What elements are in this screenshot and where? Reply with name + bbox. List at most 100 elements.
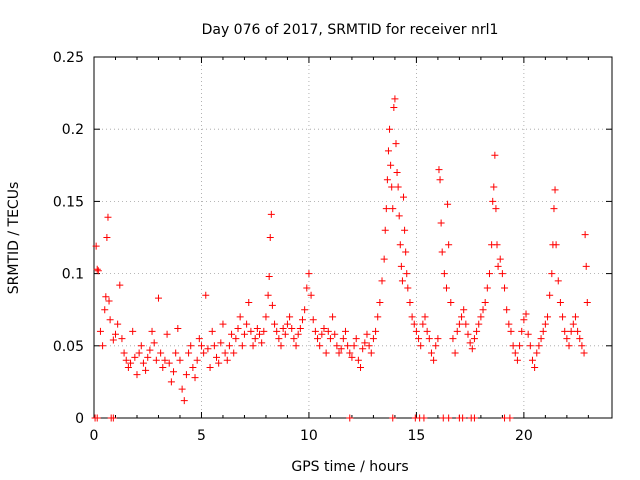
data-point xyxy=(437,219,445,227)
x-tick-label: 5 xyxy=(197,428,206,444)
data-point xyxy=(449,335,457,343)
data-point xyxy=(380,255,388,263)
y-axis-label: SRMTID / TECUs xyxy=(6,182,22,295)
data-point xyxy=(96,327,104,335)
data-point xyxy=(506,414,514,422)
data-point xyxy=(238,342,246,350)
data-point xyxy=(159,363,167,371)
data-point xyxy=(445,241,453,249)
data-point xyxy=(232,335,240,343)
data-point xyxy=(260,327,268,335)
data-point xyxy=(114,320,122,328)
data-point xyxy=(346,414,354,422)
data-point xyxy=(524,330,532,338)
data-point xyxy=(294,330,302,338)
data-point xyxy=(565,342,573,350)
data-point xyxy=(481,298,489,306)
data-point xyxy=(271,320,279,328)
data-point xyxy=(410,320,418,328)
data-point xyxy=(535,342,543,350)
data-point xyxy=(247,327,255,335)
data-point xyxy=(533,349,541,357)
data-point xyxy=(415,335,423,343)
data-point xyxy=(236,313,244,321)
y-tick-label: 0.2 xyxy=(62,122,84,138)
data-point xyxy=(372,327,380,335)
data-point xyxy=(369,335,377,343)
data-point xyxy=(102,293,110,301)
data-point xyxy=(384,147,392,155)
data-point xyxy=(581,231,589,239)
data-point xyxy=(137,342,145,350)
data-point xyxy=(507,327,515,335)
data-point xyxy=(93,265,101,273)
data-point xyxy=(286,313,294,321)
data-point xyxy=(491,151,499,159)
data-point xyxy=(468,345,476,353)
data-point xyxy=(546,291,554,299)
data-point xyxy=(172,349,180,357)
data-point xyxy=(101,306,109,314)
data-point xyxy=(288,324,296,332)
data-point xyxy=(539,327,547,335)
data-point xyxy=(146,346,154,354)
y-tick-label: 0.05 xyxy=(53,339,84,355)
data-point xyxy=(470,414,478,422)
data-point xyxy=(219,320,227,328)
data-point xyxy=(305,270,313,278)
data-point xyxy=(221,349,229,357)
data-point xyxy=(404,284,412,292)
data-point xyxy=(466,339,474,347)
data-point xyxy=(434,335,442,343)
data-point xyxy=(402,248,410,256)
data-point xyxy=(324,327,332,335)
data-point xyxy=(262,313,270,321)
x-axis-label: GPS time / hours xyxy=(291,459,408,475)
data-point xyxy=(191,374,199,382)
data-point xyxy=(477,313,485,321)
data-point xyxy=(275,335,283,343)
data-point xyxy=(387,161,395,169)
data-point xyxy=(178,385,186,393)
data-point xyxy=(420,414,428,422)
data-point xyxy=(408,313,416,321)
data-point xyxy=(161,356,169,364)
data-point xyxy=(352,335,360,343)
data-point xyxy=(208,327,216,335)
data-point xyxy=(350,342,358,350)
data-point xyxy=(479,306,487,314)
data-point xyxy=(361,339,369,347)
data-point xyxy=(301,306,309,314)
data-point xyxy=(298,316,306,324)
data-point xyxy=(492,205,500,213)
data-point xyxy=(303,284,311,292)
data-point xyxy=(277,342,285,350)
data-point xyxy=(435,166,443,174)
data-point xyxy=(569,320,577,328)
data-point xyxy=(142,366,150,374)
x-tick-label: 15 xyxy=(407,428,425,444)
data-point xyxy=(554,277,562,285)
data-point xyxy=(204,345,212,353)
data-point xyxy=(217,339,225,347)
data-point xyxy=(129,327,137,335)
data-point xyxy=(494,262,502,270)
data-point xyxy=(240,330,248,338)
data-point xyxy=(333,342,341,350)
data-point xyxy=(501,284,509,292)
data-point xyxy=(264,291,272,299)
data-point xyxy=(455,320,463,328)
data-point xyxy=(544,313,552,321)
data-point xyxy=(335,349,343,357)
data-point xyxy=(105,297,113,305)
data-point xyxy=(176,356,184,364)
data-point xyxy=(389,414,397,422)
data-point xyxy=(206,363,214,371)
data-point xyxy=(490,183,498,191)
data-point xyxy=(578,342,586,350)
data-point xyxy=(551,186,559,194)
data-point xyxy=(354,356,362,364)
data-point xyxy=(99,342,107,350)
data-point xyxy=(518,327,526,335)
